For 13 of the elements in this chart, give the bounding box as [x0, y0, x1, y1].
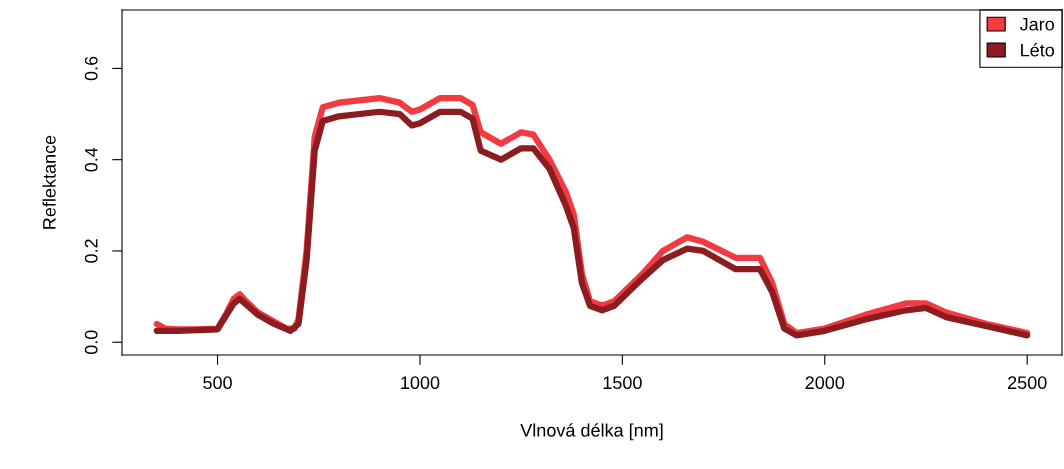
legend-label: Léto [1021, 43, 1055, 57]
y-tick-label: 0.6 [84, 56, 98, 81]
x-tick-label: 500 [203, 376, 232, 390]
x-tick-label: 1500 [603, 376, 642, 390]
x-tick-label: 2500 [1008, 376, 1047, 390]
y-tick-label: 0.4 [84, 147, 98, 172]
x-axis-title: Vlnová délka [nm] [520, 423, 663, 441]
y-tick-label: 0.2 [84, 239, 98, 263]
y-tick-label: 0.0 [84, 330, 98, 355]
y-axis-title: Reflektance [42, 135, 56, 229]
x-tick-label: 1000 [401, 376, 440, 390]
x-tick-label: 2000 [805, 376, 845, 390]
legend-label: Jaro [1019, 17, 1055, 31]
